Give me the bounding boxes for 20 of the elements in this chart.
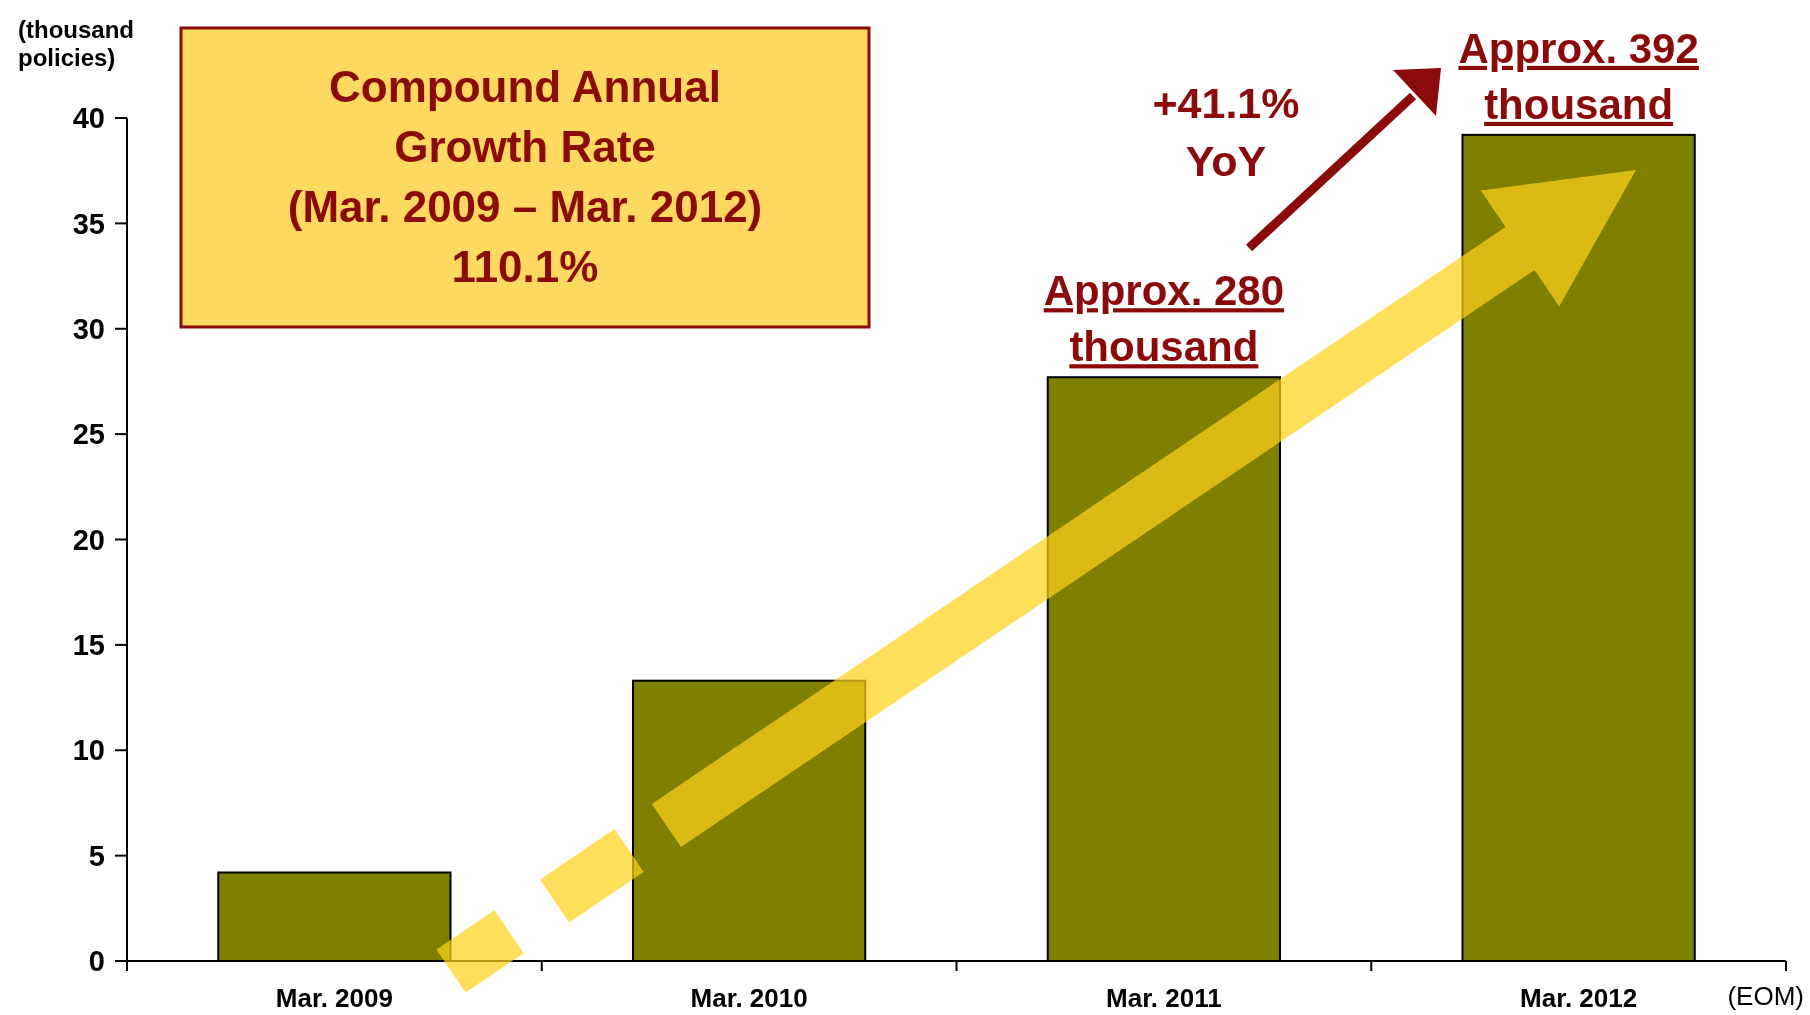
- y-tick-label: 20: [72, 523, 105, 556]
- y-tick-label: 15: [72, 629, 105, 662]
- y-tick-label: 0: [88, 945, 105, 978]
- annotation: Compound Annual Growth Rate (Mar. 2009 – Mar. 2012) 110.1%: [287, 62, 763, 291]
- x-tick-label: Mar. 2010: [690, 983, 808, 1013]
- x-tick-label: Mar. 2009: [275, 983, 393, 1013]
- x-tick-label: Mar. 2011: [1106, 983, 1222, 1013]
- annotation: +41.1% YoY: [1152, 79, 1300, 185]
- y-tick-label: 40: [72, 102, 105, 135]
- text: (EOM): [1727, 981, 1804, 1011]
- y-tick-label: 35: [72, 207, 105, 240]
- x-tick-label: Mar. 2012: [1520, 983, 1638, 1013]
- text-box: Compound Annual Growth Rate (Mar. 2009 – Mar. 2012) 110.1%: [179, 26, 871, 329]
- y-axis-title: (thousand policies): [18, 16, 134, 71]
- y-tick-label: 30: [72, 312, 105, 345]
- y-tick-label: 25: [72, 418, 105, 451]
- y-tick-label: 5: [88, 839, 105, 872]
- annotation: Approx. 280 thousand: [1043, 267, 1285, 371]
- y-tick-label: 10: [72, 734, 105, 767]
- annotation: Approx. 392 thousand: [1458, 24, 1699, 128]
